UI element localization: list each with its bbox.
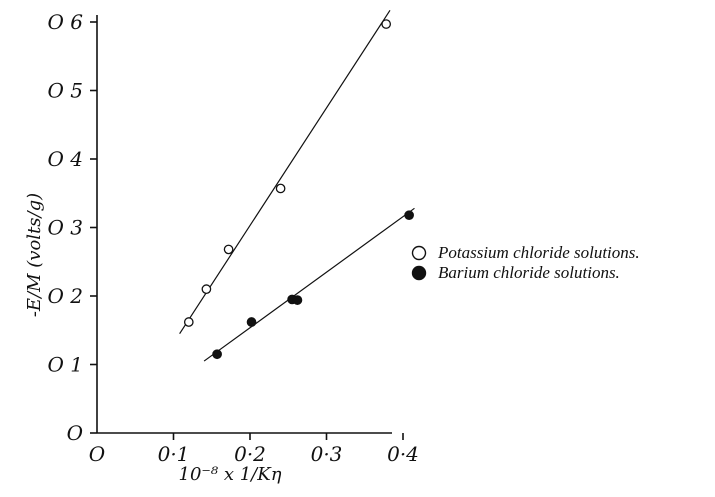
fit-line-series-1 xyxy=(203,207,415,362)
fit-line-series-0 xyxy=(179,10,391,335)
x-tick-label: 0·2 xyxy=(234,442,266,466)
barium-point xyxy=(404,210,414,221)
y-tick-label: O 5 xyxy=(48,79,83,103)
x-axis-title: 10⁻⁸ x 1/Kη xyxy=(179,464,282,485)
ticks: O 0·1 0·2 0·3 0·4 O O 1 O 2 O 3 O 4 O 5 O 6 xyxy=(48,10,419,466)
x-tick-label: 0·1 xyxy=(158,442,190,466)
y-tick-label: O 3 xyxy=(48,216,83,240)
potassium-point xyxy=(275,183,286,194)
legend-label-1: Barium chloride solutions. xyxy=(438,263,620,282)
y-tick-label: O xyxy=(67,421,83,445)
y-tick-label: O 6 xyxy=(48,10,84,34)
y-axis-title: -E/M (volts/g) xyxy=(24,193,45,317)
barium-point xyxy=(212,349,222,360)
data-points xyxy=(183,19,414,360)
x-tick-label: 0·4 xyxy=(387,442,419,466)
legend: Potassium chloride solutions.Barium chlo… xyxy=(411,243,640,282)
potassium-point xyxy=(201,284,212,294)
y-tick-label: O 2 xyxy=(48,284,83,308)
y-tick-label: O 1 xyxy=(48,353,83,377)
potassium-point xyxy=(223,244,234,255)
y-tick-label: O 4 xyxy=(48,147,83,171)
legend-marker-0 xyxy=(411,245,427,261)
x-tick-label: 0·3 xyxy=(311,442,343,466)
potassium-point xyxy=(381,19,392,29)
legend-label-0: Potassium chloride solutions. xyxy=(437,243,640,262)
barium-point xyxy=(246,317,257,327)
axes xyxy=(96,15,392,434)
fit-lines xyxy=(179,10,415,362)
barium-point xyxy=(292,295,303,305)
x-tick-label: O xyxy=(89,442,105,466)
potassium-point xyxy=(183,317,194,327)
legend-marker-1 xyxy=(411,265,427,281)
